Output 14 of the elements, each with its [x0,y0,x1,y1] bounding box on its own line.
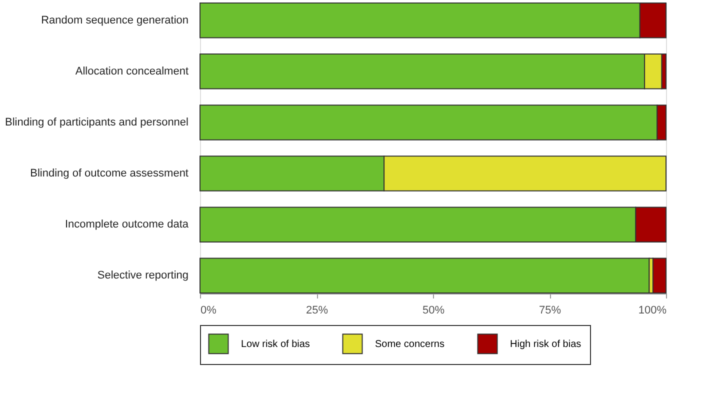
legend-label: Low risk of bias [241,338,310,350]
x-tick-label: 50% [422,304,445,316]
y-tick-label: Incomplete outcome data [64,218,190,231]
x-tick-label: 0% [200,304,217,316]
x-tick-label: 25% [306,304,328,316]
x-tick-label: 100% [638,304,667,316]
y-tick-label: Selective reporting [97,270,188,282]
legend-label: High risk of bias [510,338,582,350]
x-tick-label: 75% [538,304,562,316]
y-tick-label: Blinding of outcome assessment [30,168,188,180]
legend-label: Some concerns [375,338,444,350]
y-tick-label: Blinding of participants and personnel [5,116,188,128]
y-tick-label: Random sequence generation [41,14,188,26]
y-tick-label: Allocation concealment [75,65,188,78]
